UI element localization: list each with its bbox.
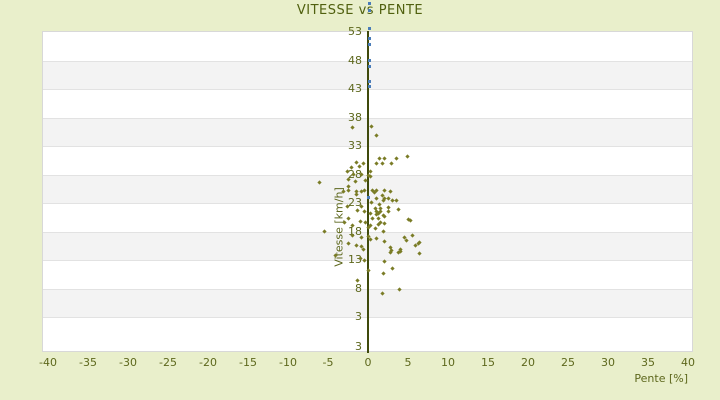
x-tick-label: -5 <box>322 356 334 369</box>
x-tick-label: -30 <box>119 356 137 369</box>
y-tick-label: 38 <box>348 110 362 124</box>
x-tick-label: 15 <box>481 356 495 369</box>
x-tick-label: -10 <box>279 356 297 369</box>
y-tick-label: 13 <box>348 253 362 266</box>
data-point-serie-2 <box>368 65 372 69</box>
data-point-serie-2 <box>367 195 371 199</box>
y-axis-bottom-label: 3 <box>355 340 362 353</box>
y-axis-line <box>367 31 369 353</box>
data-point-serie-1 <box>353 159 359 165</box>
x-tick-label: 10 <box>441 356 455 369</box>
x-tick-label: -20 <box>199 356 217 369</box>
y-tick-label: 8 <box>355 281 362 295</box>
x-tick-label: 40 <box>681 356 695 369</box>
x-tick-label: 20 <box>521 356 535 369</box>
y-tick-label: 3 <box>355 310 362 323</box>
y-tick-label: 48 <box>348 53 362 67</box>
y-tick-label: 53 <box>348 25 362 38</box>
data-point-serie-1 <box>381 155 387 161</box>
data-point-serie-2 <box>368 37 372 41</box>
x-tick-label: -40 <box>39 356 57 369</box>
x-tick-label: -15 <box>239 356 257 369</box>
chart-title: VITESSE vs PENTE <box>296 3 424 18</box>
x-tick-label: 0 <box>364 356 372 369</box>
data-point-serie-2 <box>368 42 372 46</box>
x-tick-label: -25 <box>159 356 177 369</box>
y-tick-label: 43 <box>348 82 362 95</box>
x-axis-title: Pente [%] <box>634 372 688 385</box>
data-point-serie-2 <box>368 8 372 12</box>
data-point-serie-2 <box>368 85 372 89</box>
x-tick-label: 35 <box>641 356 655 369</box>
data-point-serie-2 <box>368 27 372 31</box>
data-point-serie-2 <box>368 1 372 5</box>
x-tick-label: 5 <box>404 356 412 369</box>
y-tick-label: 23 <box>348 196 362 209</box>
y-tick-label: 18 <box>348 224 362 238</box>
x-tick-label: -35 <box>79 356 97 369</box>
x-tick-label: 30 <box>601 356 615 369</box>
data-point-serie-2 <box>368 80 372 84</box>
y-tick-label: 33 <box>348 139 362 152</box>
data-point-serie-2 <box>368 59 372 63</box>
x-tick-label: 25 <box>561 356 575 369</box>
